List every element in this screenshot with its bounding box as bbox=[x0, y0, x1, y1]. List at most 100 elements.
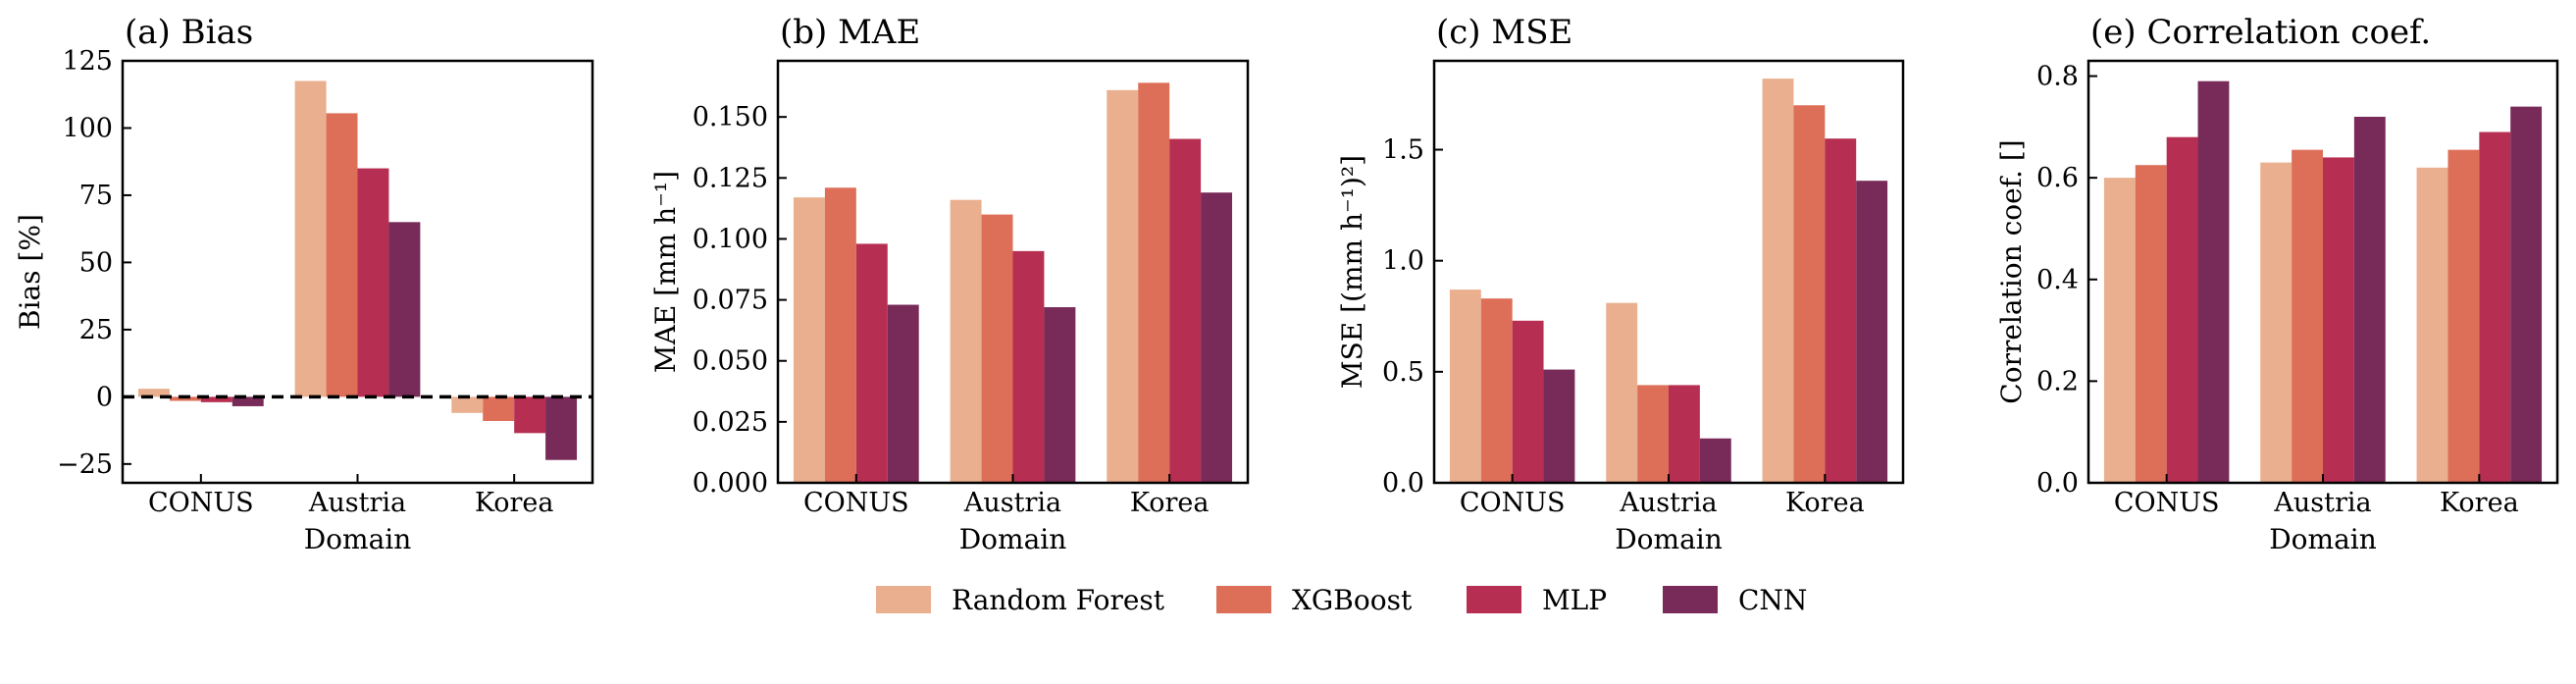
bar-random-forest-conus bbox=[2103, 178, 2136, 483]
chart-title: (e) Correlation coef. bbox=[2090, 13, 2431, 52]
bar-mlp-austria bbox=[1012, 250, 1045, 483]
chart-panel-1: 0.000 0.025 0.050 0.075 0.100 0.125 0.150 CONUS… bbox=[649, 13, 1250, 555]
y-tick-label: 0.8 bbox=[2036, 62, 2079, 92]
y-tick-label: 0.2 bbox=[2036, 366, 2079, 396]
x-axis-label: Domain bbox=[959, 523, 1067, 555]
bar-xgboost-austria bbox=[326, 113, 358, 397]
bar-mlp-austria bbox=[2323, 157, 2354, 483]
bar-cnn-austria bbox=[1044, 307, 1076, 483]
legend-swatch-cnn bbox=[1663, 586, 1718, 613]
y-tick-label: 0.4 bbox=[2036, 265, 2079, 295]
bar-xgboost-conus bbox=[2135, 165, 2167, 483]
bar-mlp-conus bbox=[1512, 320, 1544, 483]
x-axis-label: Domain bbox=[304, 523, 412, 555]
bar-xgboost-austria bbox=[981, 214, 1013, 483]
x-tick-label: CONUS bbox=[148, 488, 254, 518]
legend: Random Forest XGBoost MLP CNN bbox=[876, 584, 1807, 616]
bar-random-forest-conus bbox=[793, 197, 825, 483]
y-tick-label: 100 bbox=[62, 113, 113, 143]
x-tick-label: Korea bbox=[1785, 488, 1865, 518]
y-tick-label: 25 bbox=[79, 315, 113, 345]
bar-mlp-austria bbox=[1669, 385, 1700, 483]
y-tick-label: 0.025 bbox=[693, 407, 768, 438]
bar-xgboost-conus bbox=[824, 187, 856, 483]
bar-mlp-conus bbox=[2166, 136, 2198, 483]
bar-cnn-austria bbox=[2353, 116, 2386, 484]
y-tick-label: 1.5 bbox=[1382, 135, 1424, 166]
bar-xgboost-austria bbox=[1637, 385, 1669, 483]
x-tick-label: CONUS bbox=[803, 488, 909, 518]
chart-title: (a) Bias bbox=[125, 13, 253, 52]
x-axis-label: Domain bbox=[2269, 523, 2377, 555]
bar-cnn-conus bbox=[2197, 80, 2230, 483]
bar-random-forest-korea bbox=[2416, 167, 2448, 484]
x-tick-label: Austria bbox=[308, 488, 406, 518]
bar-xgboost-conus bbox=[1480, 298, 1513, 483]
legend-swatch-mlp bbox=[1467, 586, 1521, 613]
x-tick-label: CONUS bbox=[1460, 488, 1566, 518]
y-tick-label: 0.6 bbox=[2036, 163, 2079, 193]
x-tick-label: CONUS bbox=[2114, 488, 2220, 518]
bar-mlp-korea bbox=[514, 396, 546, 434]
x-axis-label: Domain bbox=[1615, 523, 1723, 555]
x-tick-label: Korea bbox=[1130, 488, 1210, 518]
y-tick-label: 0.5 bbox=[1382, 357, 1424, 388]
bar-xgboost-conus bbox=[169, 396, 201, 401]
chart-panel-0: −25 0 25 50 75 100 125 CONUS Austria Korea (a) Bia… bbox=[14, 13, 594, 555]
x-tick-label: Korea bbox=[2440, 488, 2519, 518]
chart-title: (b) MAE bbox=[780, 13, 920, 52]
legend-swatch-random-forest bbox=[876, 586, 931, 613]
bar-random-forest-korea bbox=[1107, 89, 1139, 483]
y-tick-label: 0 bbox=[96, 382, 113, 412]
bar-random-forest-austria bbox=[2260, 162, 2293, 484]
bar-mlp-conus bbox=[200, 396, 232, 402]
bar-cnn-conus bbox=[1543, 369, 1575, 483]
x-tick-label: Austria bbox=[2273, 488, 2371, 518]
bar-cnn-korea bbox=[2510, 106, 2543, 483]
bar-xgboost-austria bbox=[2292, 149, 2323, 483]
legend-swatch-xgboost bbox=[1216, 586, 1271, 613]
x-tick-label: Korea bbox=[475, 488, 554, 518]
bar-random-forest-austria bbox=[950, 199, 982, 483]
chart-panel-2: 0.0 0.5 1.0 1.5 CONUS Austria Korea (c) MSE Doma… bbox=[1336, 13, 1905, 555]
chart-title: (c) MSE bbox=[1436, 13, 1572, 52]
x-tick-label: Austria bbox=[963, 488, 1061, 518]
bar-cnn-korea bbox=[545, 396, 578, 460]
bar-cnn-conus bbox=[232, 396, 264, 406]
bar-random-forest-austria bbox=[294, 80, 327, 397]
bar-mlp-korea bbox=[1169, 138, 1202, 484]
bar-xgboost-korea bbox=[1793, 105, 1826, 483]
bar-cnn-korea bbox=[1201, 192, 1233, 483]
y-axis-label: MAE [mm h⁻¹] bbox=[649, 171, 682, 373]
bar-mlp-conus bbox=[855, 243, 888, 483]
y-tick-label: 125 bbox=[62, 46, 113, 77]
y-tick-label: 0.0 bbox=[1382, 468, 1424, 499]
y-tick-label: 0.100 bbox=[693, 224, 768, 254]
y-tick-label: 1.0 bbox=[1382, 246, 1424, 277]
bar-cnn-conus bbox=[887, 304, 919, 483]
y-axis-label: Bias [%] bbox=[14, 214, 46, 330]
y-tick-label: 0.050 bbox=[693, 346, 768, 377]
bar-random-forest-austria bbox=[1606, 302, 1638, 483]
legend-label: MLP bbox=[1542, 584, 1607, 616]
bar-mlp-korea bbox=[2479, 132, 2511, 483]
y-tick-label: 75 bbox=[79, 181, 113, 211]
y-tick-label: 0.125 bbox=[693, 163, 768, 193]
legend-label: CNN bbox=[1738, 584, 1807, 616]
y-axis-label: Correlation coef. [] bbox=[1995, 139, 2028, 403]
bar-random-forest-conus bbox=[137, 389, 170, 397]
bar-mlp-korea bbox=[1825, 138, 1857, 483]
legend-label: Random Forest bbox=[952, 584, 1165, 616]
y-tick-label: 0.000 bbox=[693, 468, 768, 499]
bar-mlp-austria bbox=[357, 168, 389, 397]
bar-random-forest-korea bbox=[451, 396, 484, 413]
bar-cnn-austria bbox=[1699, 438, 1731, 483]
bar-xgboost-korea bbox=[483, 396, 515, 422]
y-tick-label: 0.150 bbox=[693, 102, 768, 132]
bar-cnn-austria bbox=[388, 222, 421, 397]
y-tick-label: 50 bbox=[79, 247, 113, 278]
x-tick-label: Austria bbox=[1619, 488, 1717, 518]
bar-random-forest-conus bbox=[1449, 289, 1481, 483]
bar-xgboost-korea bbox=[2447, 149, 2480, 483]
